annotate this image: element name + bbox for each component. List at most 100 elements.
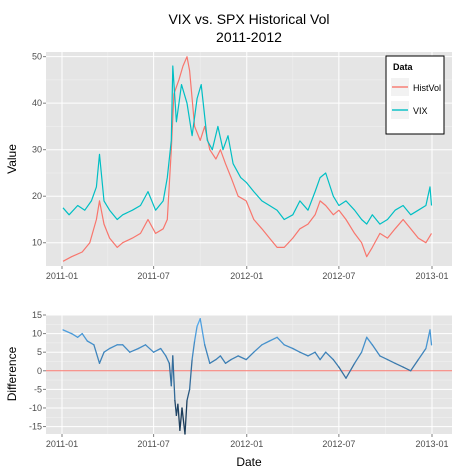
chart-title-line-2: 2011-2012	[216, 29, 282, 45]
difference-segment	[137, 344, 147, 350]
difference-segment	[276, 336, 285, 346]
bottom-y-tick-label: 15	[32, 310, 42, 320]
top-x-tick-label: 2013-01	[415, 271, 448, 281]
difference-segment	[307, 351, 316, 357]
difference-segment	[386, 358, 396, 364]
bottom-x-tick-label: 2011-01	[46, 439, 78, 449]
top-y-tick-label: 50	[32, 52, 42, 62]
difference-segment	[86, 340, 95, 346]
difference-segment	[98, 351, 105, 364]
difference-segment	[219, 355, 227, 364]
chart-title-line-1: VIX vs. SPX Historical Vol	[168, 11, 329, 27]
bottom-x-axis-title: Date	[236, 455, 262, 469]
top-y-tick-labels: 10 20 30 40 50	[32, 52, 46, 248]
difference-segment	[122, 344, 131, 353]
top-plot-panel	[46, 52, 452, 266]
difference-segment	[188, 358, 193, 391]
difference-segment	[144, 344, 155, 353]
difference-segment	[410, 358, 419, 372]
legend-label-vix: VIX	[413, 106, 428, 116]
bottom-x-tick-label: 2013-01	[415, 439, 448, 449]
top-x-tick-label: 2011-01	[46, 271, 78, 281]
bottom-y-tick-label: -10	[29, 403, 42, 413]
difference-segment	[81, 332, 88, 342]
difference-segment	[108, 344, 118, 350]
difference-segment	[172, 355, 176, 402]
difference-segment	[237, 355, 247, 361]
difference-segment	[429, 329, 433, 346]
difference-segment	[179, 407, 183, 431]
difference-segment	[299, 351, 309, 357]
difference-segment	[215, 355, 222, 361]
bottom-y-tick-label: -5	[34, 384, 42, 394]
top-x-tick-labels: 2011-01 2011-07 2012-01 2012-07 2013-01	[46, 266, 449, 281]
top-x-tick-label: 2011-07	[137, 271, 169, 281]
top-y-tick-label: 30	[32, 145, 42, 155]
top-y-tick-label: 10	[32, 238, 42, 248]
difference-segment	[268, 336, 278, 342]
difference-segment	[77, 332, 83, 338]
bottom-x-tick-labels: 2011-01 2011-07 2012-01 2012-07 2013-01	[46, 434, 449, 449]
difference-segment	[160, 347, 167, 357]
difference-segment	[253, 344, 263, 353]
bottom-x-tick-label: 2012-01	[230, 439, 263, 449]
top-x-tick-label: 2012-01	[230, 271, 263, 281]
difference-segment	[152, 347, 162, 353]
difference-segment	[394, 362, 404, 368]
legend-title: Data	[393, 62, 414, 72]
difference-segment	[224, 358, 232, 364]
bottom-x-tick-label: 2012-07	[322, 439, 355, 449]
difference-segment	[199, 318, 206, 346]
difference-segment	[245, 351, 255, 361]
difference-segment	[70, 332, 79, 338]
difference-segment	[261, 340, 271, 346]
bottom-x-tick-label: 2011-07	[137, 439, 169, 449]
legend: Data HistVol VIX	[385, 55, 445, 135]
difference-segment	[283, 344, 294, 350]
bottom-y-tick-label: -15	[29, 422, 42, 432]
series-line-vix	[62, 65, 433, 225]
difference-segment	[360, 336, 368, 353]
difference-segment	[345, 362, 356, 379]
difference-segment	[292, 347, 301, 353]
bottom-y-axis-title: Difference	[5, 346, 19, 401]
bottom-y-tick-label: 5	[37, 347, 42, 357]
difference-segment	[196, 318, 201, 327]
top-y-tick-label: 20	[32, 191, 42, 201]
difference-segment	[204, 344, 211, 364]
difference-segment	[103, 347, 111, 353]
difference-segment	[186, 388, 191, 402]
legend-label-histvol: HistVol	[413, 83, 441, 93]
difference-segment	[425, 329, 431, 350]
difference-segment	[62, 329, 73, 335]
difference-segment	[165, 355, 170, 364]
difference-segment	[332, 358, 340, 368]
bottom-y-tick-label: 0	[37, 366, 42, 376]
difference-segment	[230, 355, 239, 361]
difference-segment	[209, 358, 217, 364]
top-x-tick-label: 2012-07	[322, 271, 355, 281]
difference-segment	[325, 351, 334, 361]
bottom-y-tick-labels: 15 10 5 0 -5 -10 -15	[29, 310, 46, 432]
difference-segment	[193, 325, 198, 342]
difference-segment	[191, 340, 196, 361]
difference-segment	[129, 347, 140, 353]
difference-segment	[371, 344, 381, 357]
difference-segment	[314, 351, 321, 361]
bottom-difference-line	[62, 318, 433, 435]
difference-segment	[338, 366, 347, 379]
difference-segment	[93, 344, 101, 364]
difference-segment	[353, 351, 363, 364]
difference-segment	[402, 366, 412, 372]
difference-segment	[181, 407, 186, 435]
difference-segment	[184, 399, 188, 435]
top-y-axis-title: Value	[5, 144, 19, 174]
difference-segment	[177, 403, 181, 431]
difference-segment	[379, 355, 389, 361]
difference-segment	[417, 347, 427, 361]
bottom-plot-panel	[46, 315, 452, 434]
bottom-y-tick-label: 10	[32, 329, 42, 339]
series-line-histvol	[62, 56, 433, 262]
difference-segment	[319, 351, 327, 361]
